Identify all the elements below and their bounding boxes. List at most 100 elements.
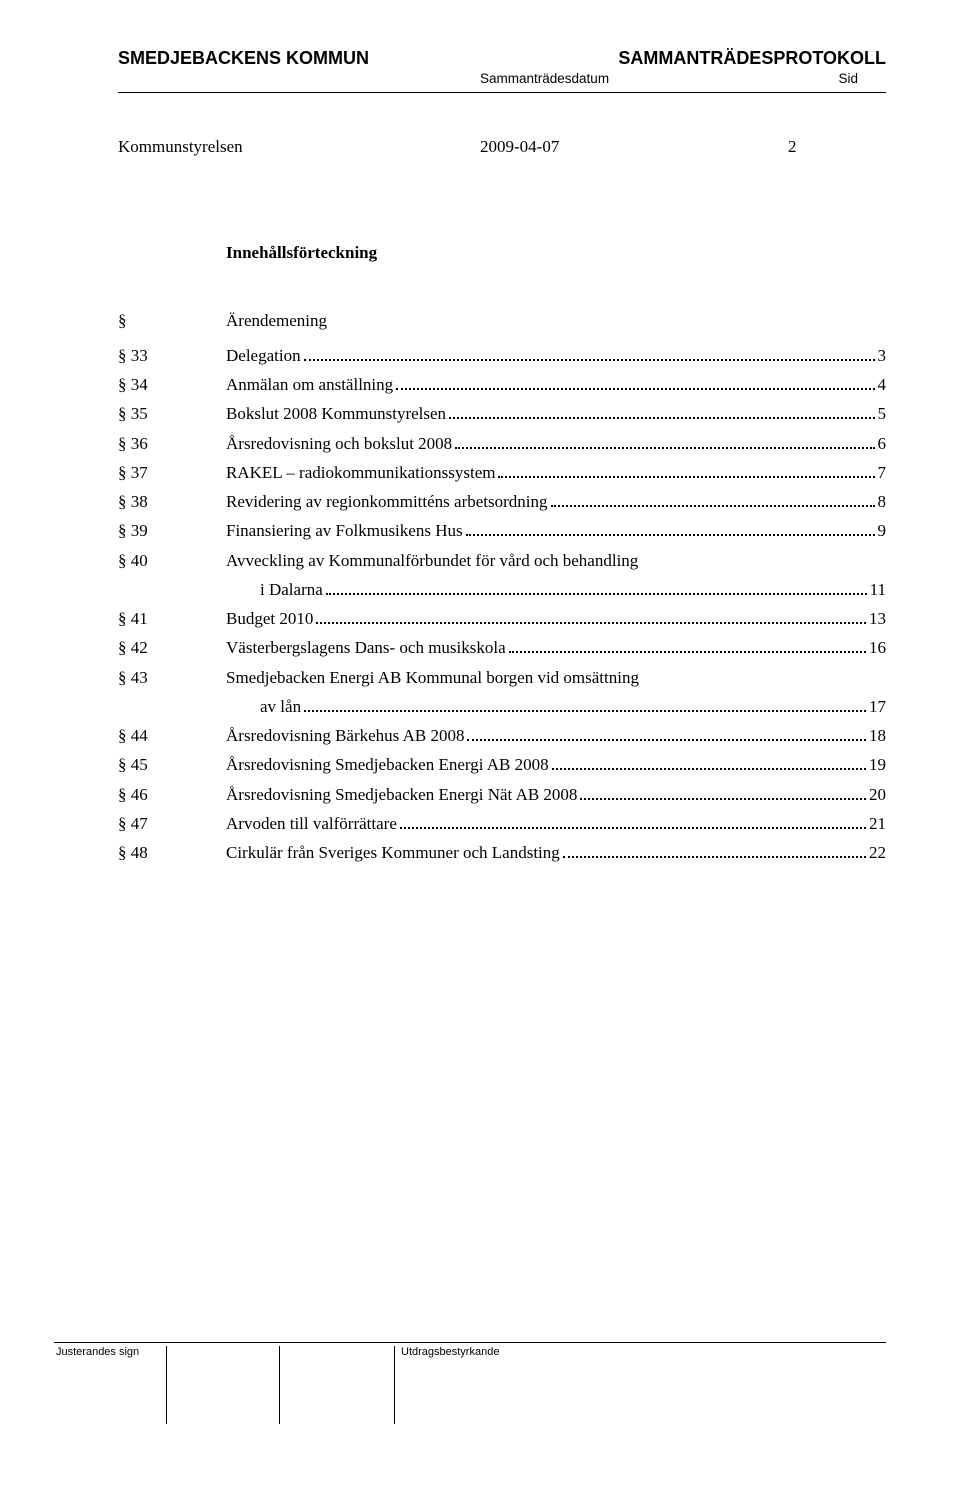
toc-row: § 47Arvoden till valförrättare 21: [118, 809, 886, 838]
toc-entry-text: Avveckling av Kommunalförbundet för vård…: [226, 546, 886, 575]
toc-leader-dots: [467, 739, 866, 741]
toc-entry-text-line2: av lån: [260, 692, 301, 721]
toc-entry-continuation: av lån 17: [260, 692, 886, 721]
toc-section-number: § 47: [118, 809, 226, 838]
subheader-row: Sammanträdesdatum Sid: [118, 71, 886, 86]
toc-leader-dots: [449, 417, 874, 419]
toc-leader-dots: [563, 856, 866, 858]
toc-leader-dots: [498, 476, 874, 478]
toc-leader-dots: [326, 593, 867, 595]
toc-table: § Ärendemening § 33Delegation 3§ 34Anmäl…: [118, 311, 886, 867]
footer-row: Justerandes sign Utdragsbestyrkande: [52, 1346, 886, 1424]
toc-entry-text: Bokslut 2008 Kommunstyrelsen: [226, 399, 446, 428]
toc-row: § 35Bokslut 2008 Kommunstyrelsen 5: [118, 399, 886, 428]
toc-leader-dots: [400, 827, 866, 829]
document-header: SMEDJEBACKENS KOMMUN SAMMANTRÄDESPROTOKO…: [118, 48, 886, 69]
toc-page-number: 5: [878, 399, 887, 428]
toc-page-number: 6: [878, 429, 887, 458]
toc-leader-dots: [304, 359, 875, 361]
toc-row: § 40Avveckling av Kommunalförbundet för …: [118, 546, 886, 604]
toc-section-number: § 39: [118, 516, 226, 545]
toc-leader-dots: [316, 622, 866, 624]
toc-row: § 41Budget 2010 13: [118, 604, 886, 633]
toc-row: § 39Finansiering av Folkmusikens Hus 9: [118, 516, 886, 545]
toc-entry-text: Årsredovisning och bokslut 2008: [226, 429, 452, 458]
toc-entry-text: Anmälan om anställning: [226, 370, 393, 399]
toc-row: § 48Cirkulär från Sveriges Kommuner och …: [118, 838, 886, 867]
header-divider: [118, 92, 886, 93]
toc-section-number: § 35: [118, 399, 226, 428]
toc-row: § 36Årsredovisning och bokslut 2008 6: [118, 429, 886, 458]
toc-entry: Budget 2010 13: [226, 604, 886, 633]
toc-section-number: § 34: [118, 370, 226, 399]
toc-row: § 44Årsredovisning Bärkehus AB 2008 18: [118, 721, 886, 750]
toc-entry: Delegation 3: [226, 341, 886, 370]
toc-entry-text: Revidering av regionkommitténs arbetsord…: [226, 487, 548, 516]
toc-page-number: 9: [878, 516, 887, 545]
toc-page-number: 19: [869, 750, 886, 779]
toc-leader-dots: [466, 534, 875, 536]
toc-row: § 42Västerbergslagens Dans- och musiksko…: [118, 633, 886, 662]
toc-row: § 37RAKEL – radiokommunikationssystem 7: [118, 458, 886, 487]
toc-leader-dots: [552, 768, 866, 770]
toc-entry-text: Smedjebacken Energi AB Kommunal borgen v…: [226, 663, 886, 692]
toc-leader-dots: [509, 651, 866, 653]
toc-entry: Bokslut 2008 Kommunstyrelsen 5: [226, 399, 886, 428]
toc-entry-text: Årsredovisning Smedjebacken Energi AB 20…: [226, 750, 549, 779]
toc-header-row: § Ärendemening: [118, 311, 886, 331]
toc-entry: Smedjebacken Energi AB Kommunal borgen v…: [226, 663, 886, 721]
toc-entry-text: Cirkulär från Sveriges Kommuner och Land…: [226, 838, 560, 867]
toc-section-number: § 36: [118, 429, 226, 458]
toc-section-number: § 33: [118, 341, 226, 370]
footer-divider: [54, 1342, 886, 1343]
toc-page-number: 18: [869, 721, 886, 750]
toc-heading-label: Ärendemening: [226, 311, 886, 331]
toc-entry: Årsredovisning Smedjebacken Energi AB 20…: [226, 750, 886, 779]
toc-page-number: 20: [869, 780, 886, 809]
toc-page-number: 3: [878, 341, 887, 370]
meeting-page-number: 2: [788, 137, 797, 157]
footer-sign-cell-2: [280, 1346, 394, 1424]
toc-leader-dots: [455, 447, 874, 449]
toc-row: § 46Årsredovisning Smedjebacken Energi N…: [118, 780, 886, 809]
toc-section-number: § 43: [118, 663, 226, 692]
toc-entry: Avveckling av Kommunalförbundet för vård…: [226, 546, 886, 604]
toc-page-number: 17: [869, 692, 886, 721]
toc-row: § 34Anmälan om anställning 4: [118, 370, 886, 399]
protocol-title: SAMMANTRÄDESPROTOKOLL: [618, 48, 886, 69]
toc-row: § 45Årsredovisning Smedjebacken Energi A…: [118, 750, 886, 779]
toc-entry: RAKEL – radiokommunikationssystem 7: [226, 458, 886, 487]
toc-row: § 33Delegation 3: [118, 341, 886, 370]
toc-page-number: 13: [869, 604, 886, 633]
toc-entry-text: Budget 2010: [226, 604, 313, 633]
meeting-name: Kommunstyrelsen: [118, 137, 480, 157]
toc-entry-text-line2: i Dalarna: [260, 575, 323, 604]
footer-left-block: Justerandes sign: [52, 1346, 395, 1424]
toc-section-number: § 38: [118, 487, 226, 516]
toc-entry: Västerbergslagens Dans- och musikskola 1…: [226, 633, 886, 662]
toc-entry-text: Finansiering av Folkmusikens Hus: [226, 516, 463, 545]
toc-leader-dots: [551, 505, 875, 507]
toc-page-number: 4: [878, 370, 887, 399]
toc-entry: Revidering av regionkommitténs arbetsord…: [226, 487, 886, 516]
toc-entry: Cirkulär från Sveriges Kommuner och Land…: [226, 838, 886, 867]
toc-entry: Anmälan om anställning 4: [226, 370, 886, 399]
footer-sign-cell-1: [167, 1346, 281, 1424]
toc-section-number: § 40: [118, 546, 226, 575]
toc-entry-text: RAKEL – radiokommunikationssystem: [226, 458, 495, 487]
toc-entry: Årsredovisning och bokslut 2008 6: [226, 429, 886, 458]
toc-body: § 33Delegation 3§ 34Anmälan om anställni…: [118, 341, 886, 867]
toc-section-number: § 45: [118, 750, 226, 779]
toc-page-number: 11: [870, 575, 886, 604]
toc-section-symbol: §: [118, 311, 226, 331]
toc-entry-text: Årsredovisning Smedjebacken Energi Nät A…: [226, 780, 577, 809]
subheader-page-label: Sid: [838, 71, 858, 86]
toc-entry: Årsredovisning Smedjebacken Energi Nät A…: [226, 780, 886, 809]
toc-page-number: 21: [869, 809, 886, 838]
toc-section-number: § 48: [118, 838, 226, 867]
toc-page-number: 7: [878, 458, 887, 487]
toc-entry: Arvoden till valförrättare 21: [226, 809, 886, 838]
org-name-left: SMEDJEBACKENS KOMMUN: [118, 48, 369, 69]
header-right-block: SAMMANTRÄDESPROTOKOLL: [618, 48, 886, 69]
footer-cert-label: Utdragsbestyrkande: [395, 1346, 886, 1424]
